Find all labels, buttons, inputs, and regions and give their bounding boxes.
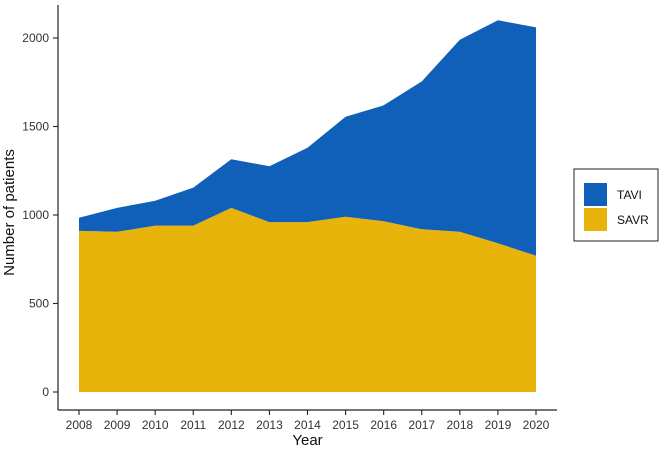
x-tick-label: 2009 (104, 418, 131, 432)
x-tick-label: 2012 (218, 418, 245, 432)
x-tick-label: 2020 (523, 418, 550, 432)
x-tick-label: 2015 (332, 418, 359, 432)
x-tick-label: 2010 (142, 418, 169, 432)
legend-label-tavi: TAVI (617, 188, 642, 202)
x-tick-label: 2018 (446, 418, 473, 432)
y-tick-label: 0 (42, 385, 49, 399)
x-tick-label: 2013 (256, 418, 283, 432)
legend-key-tavi (584, 183, 607, 206)
legend-label-savr: SAVR (617, 213, 649, 227)
legend-key-savr (584, 208, 607, 231)
y-axis-title: Number of patients (1, 149, 18, 276)
y-tick-label: 1500 (22, 120, 49, 134)
x-tick-label: 2008 (66, 418, 93, 432)
x-tick-label: 2019 (485, 418, 512, 432)
y-tick-label: 1000 (22, 208, 49, 222)
area-layer (79, 20, 536, 392)
y-tick-label: 500 (29, 297, 49, 311)
area-savr (79, 207, 536, 392)
legend: TAVI SAVR (573, 168, 659, 242)
y-axis-ticks: 0 500 1000 1500 2000 (22, 31, 58, 399)
axes: 0 500 1000 1500 2000 2008 2009 2010 2011 2012 201… (22, 5, 557, 432)
x-tick-label: 2016 (370, 418, 397, 432)
x-tick-label: 2014 (294, 418, 321, 432)
y-tick-label: 2000 (22, 31, 49, 45)
x-tick-label: 2011 (180, 418, 206, 432)
area-tavi (79, 20, 536, 256)
x-axis-ticks: 2008 2009 2010 2011 2012 2013 2014 2015 2016 2017… (66, 410, 550, 432)
x-axis-title: Year (292, 432, 322, 449)
x-tick-label: 2017 (408, 418, 435, 432)
